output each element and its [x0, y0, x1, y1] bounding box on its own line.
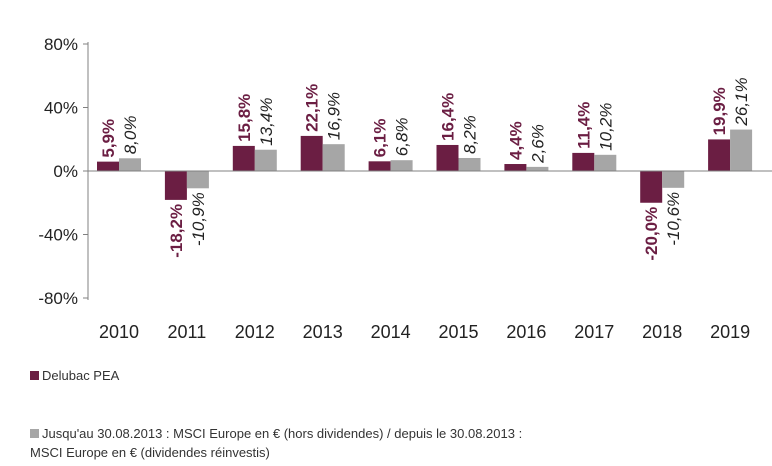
legend-swatch-msci	[30, 429, 39, 438]
bar-msci	[594, 154, 617, 171]
data-label-msci: 13,4%	[257, 98, 276, 146]
y-tick-label: -80%	[38, 289, 78, 308]
bar-msci	[662, 171, 685, 188]
legend-item-delubac: Delubac PEA	[30, 368, 119, 383]
data-label-msci: -10,9%	[189, 192, 208, 246]
bar-delubac	[97, 161, 119, 171]
legend-label-delubac: Delubac PEA	[42, 368, 120, 383]
bar-msci	[254, 149, 277, 171]
bar-msci	[730, 129, 753, 171]
x-tick-label: 2012	[235, 322, 275, 342]
x-tick-label: 2016	[506, 322, 546, 342]
x-tick-label: 2018	[642, 322, 682, 342]
bar-delubac	[300, 135, 323, 171]
y-tick-label: 40%	[44, 99, 78, 118]
bar-delubac	[232, 145, 255, 171]
data-label-delubac: -18,2%	[167, 204, 186, 258]
y-tick-label: -40%	[38, 226, 78, 245]
data-label-msci: 10,2%	[596, 103, 615, 151]
bar-delubac	[708, 139, 731, 171]
bar-msci	[526, 166, 549, 171]
x-tick-label: 2014	[371, 322, 411, 342]
bar-delubac	[164, 171, 187, 200]
x-tick-label: 2011	[168, 322, 207, 342]
data-label-msci: -10,6%	[664, 192, 683, 246]
x-tick-label: 2015	[438, 322, 478, 342]
data-label-delubac: 16,4%	[439, 93, 458, 141]
bar-delubac	[368, 161, 391, 171]
bar-msci	[390, 160, 413, 171]
data-label-msci: 8,2%	[461, 115, 480, 154]
data-label-msci: 8,0%	[121, 116, 140, 155]
data-label-delubac: 19,9%	[710, 87, 729, 135]
legend-label-msci-line2: MSCI Europe en € (dividendes réinvestis)	[30, 445, 270, 460]
x-tick-label: 2017	[574, 322, 614, 342]
x-tick-label: 2019	[710, 322, 750, 342]
bar-msci	[458, 157, 481, 171]
data-label-msci: 6,8%	[393, 117, 412, 156]
bar-msci	[119, 158, 141, 171]
bar-delubac	[572, 152, 595, 171]
data-label-delubac: -20,0%	[642, 207, 661, 261]
bar-delubac	[640, 171, 663, 203]
data-label-delubac: 4,4%	[506, 121, 525, 160]
data-label-msci: 16,9%	[325, 92, 344, 140]
data-label-delubac: 22,1%	[303, 84, 322, 132]
data-label-delubac: 6,1%	[371, 119, 390, 158]
y-tick-label: 0%	[53, 162, 78, 181]
data-label-msci: 26,1%	[732, 77, 751, 126]
legend-swatch-delubac	[30, 371, 39, 380]
y-tick-label: 80%	[44, 35, 78, 54]
bar-msci	[186, 171, 209, 189]
data-label-delubac: 5,9%	[99, 119, 118, 158]
legend-item-msci: Jusqu'au 30.08.2013 : MSCI Europe en € (…	[30, 424, 770, 462]
data-label-delubac: 15,8%	[235, 94, 254, 142]
bar-delubac	[436, 144, 459, 171]
x-tick-label: 2013	[303, 322, 343, 342]
bar-msci	[322, 144, 345, 171]
x-tick-label: 2010	[99, 322, 139, 342]
data-label-msci: 2,6%	[528, 124, 547, 164]
bar-chart: 80% 40% 0% -40% -80% 5,9% 8,0% 2010 -18,2% -10,9%…	[38, 35, 772, 342]
data-label-delubac: 11,4%	[574, 102, 593, 149]
legend-label-msci-line1: Jusqu'au 30.08.2013 : MSCI Europe en € (…	[42, 426, 523, 441]
bar-delubac	[504, 164, 527, 171]
